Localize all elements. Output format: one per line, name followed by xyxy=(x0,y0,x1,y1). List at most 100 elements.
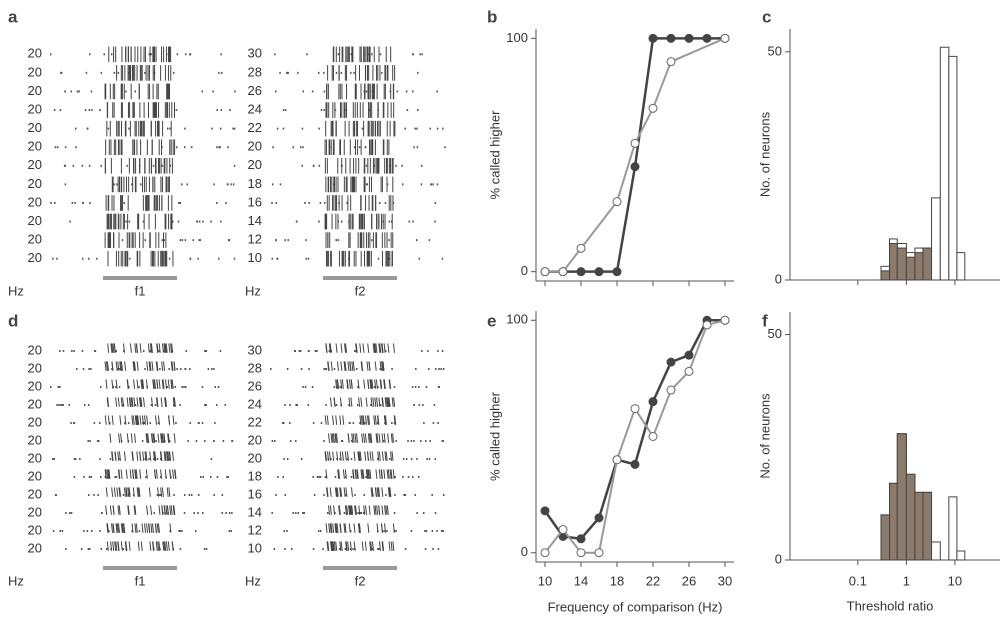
spike xyxy=(79,458,81,460)
spike xyxy=(50,53,52,56)
spike xyxy=(84,109,87,112)
spike xyxy=(298,350,301,352)
spike xyxy=(416,146,419,149)
spike xyxy=(339,458,341,460)
spike xyxy=(65,512,67,514)
spike xyxy=(350,379,353,389)
spike xyxy=(302,386,304,388)
spike xyxy=(371,451,374,461)
spike xyxy=(356,404,359,406)
spike xyxy=(425,386,428,388)
spike xyxy=(73,458,76,460)
spike xyxy=(88,368,90,370)
row-label: 22 xyxy=(248,414,262,429)
spike xyxy=(169,164,172,167)
spike xyxy=(322,548,324,550)
spike xyxy=(126,397,129,407)
spike xyxy=(173,397,176,407)
spike xyxy=(59,386,61,388)
spike xyxy=(110,541,113,551)
spike xyxy=(146,505,149,515)
spike xyxy=(178,201,180,204)
spike xyxy=(106,523,109,533)
point xyxy=(630,162,640,172)
spike xyxy=(338,548,341,550)
spike xyxy=(144,368,146,370)
spike xyxy=(117,505,120,515)
point xyxy=(684,33,694,43)
spike xyxy=(142,220,145,223)
spike xyxy=(346,201,348,204)
spike xyxy=(111,415,114,425)
spike xyxy=(157,523,160,533)
spike xyxy=(112,343,115,353)
y-axis-label: No. of neurons xyxy=(757,393,772,479)
spike xyxy=(111,451,114,461)
spike xyxy=(344,548,347,550)
spike xyxy=(412,90,414,93)
spike xyxy=(156,397,159,407)
spike xyxy=(297,512,300,514)
spike xyxy=(148,458,150,460)
spike xyxy=(375,343,378,353)
spike xyxy=(156,494,159,496)
y-axis-label: % called higher xyxy=(487,110,502,200)
spike xyxy=(325,523,328,533)
spike xyxy=(138,386,140,388)
spike xyxy=(359,415,362,425)
spike xyxy=(163,505,166,515)
row-label: 30 xyxy=(248,342,262,357)
spike xyxy=(304,201,306,204)
spike xyxy=(220,53,222,56)
spike xyxy=(93,494,95,496)
spike xyxy=(389,487,392,497)
stimulus-bar xyxy=(103,276,177,280)
spike xyxy=(83,530,85,532)
spike xyxy=(115,397,118,407)
spike xyxy=(375,433,378,443)
spike xyxy=(171,343,174,353)
spike xyxy=(54,146,57,149)
spike xyxy=(134,505,137,515)
spike xyxy=(189,53,192,56)
point xyxy=(558,524,568,534)
spike xyxy=(104,361,107,371)
spike xyxy=(414,386,417,388)
spike xyxy=(427,350,429,352)
spike xyxy=(120,361,123,371)
spike xyxy=(120,433,123,443)
spike xyxy=(113,487,116,497)
spike xyxy=(377,451,380,461)
spike xyxy=(183,146,186,149)
spike xyxy=(228,512,231,514)
spike xyxy=(349,530,352,532)
spike xyxy=(161,239,164,242)
spike xyxy=(106,361,109,371)
spike xyxy=(157,433,160,443)
point xyxy=(666,385,676,395)
spike xyxy=(141,379,144,389)
spike xyxy=(361,433,364,443)
spike xyxy=(170,505,173,515)
spike xyxy=(320,422,323,424)
spike xyxy=(302,512,304,514)
spike xyxy=(104,415,107,425)
bar xyxy=(922,247,933,281)
spike xyxy=(365,397,368,407)
spike xyxy=(94,350,96,352)
spike xyxy=(378,469,381,479)
spike xyxy=(294,440,297,442)
spike xyxy=(155,361,158,371)
spike xyxy=(71,201,74,204)
spike xyxy=(405,458,408,460)
row-label: 20 xyxy=(28,414,42,429)
spike xyxy=(111,523,114,533)
spike xyxy=(404,548,407,550)
spike xyxy=(172,415,175,425)
spike xyxy=(382,541,385,551)
spike xyxy=(88,164,91,167)
spike xyxy=(325,368,328,370)
row-label: 20 xyxy=(28,194,42,209)
spike xyxy=(185,350,187,352)
spike xyxy=(369,469,372,479)
